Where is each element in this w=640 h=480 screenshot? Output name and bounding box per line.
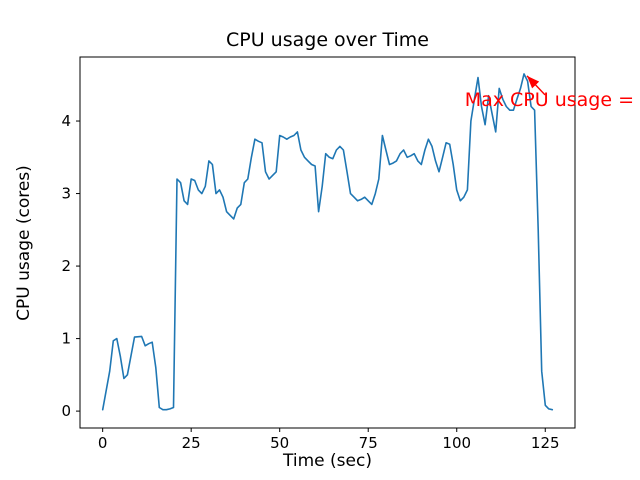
y-tick-label: 0	[61, 402, 71, 420]
x-tick-label: 50	[270, 434, 289, 452]
y-tick-label: 2	[61, 257, 71, 275]
max-cpu-annotation: Max CPU usage =	[464, 89, 634, 111]
x-tick-label: 75	[359, 434, 378, 452]
chart-title: CPU usage over Time	[226, 29, 429, 51]
x-tick-label: 0	[98, 434, 108, 452]
y-tick-label: 1	[61, 330, 71, 348]
x-tick-label: 25	[182, 434, 201, 452]
annotation-arrow	[526, 75, 546, 96]
cpu-usage-line	[101, 73, 554, 411]
x-axis-label: Time (sec)	[283, 451, 372, 471]
y-tick-label: 3	[61, 185, 71, 203]
axes-spines	[79, 56, 576, 429]
x-tick-label: 125	[531, 434, 560, 452]
x-tick-label: 100	[442, 434, 471, 452]
y-tick-label: 4	[61, 112, 71, 130]
y-axis-label: CPU usage (cores)	[14, 165, 34, 321]
